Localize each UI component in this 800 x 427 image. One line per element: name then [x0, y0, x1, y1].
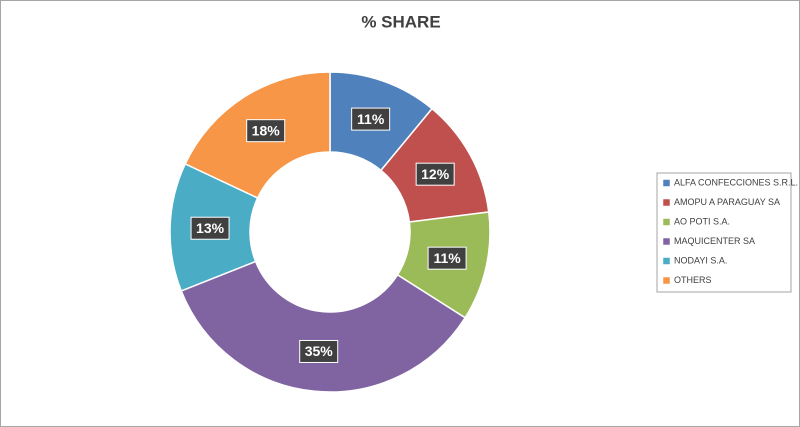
legend-label: AO POTI S.A. [674, 216, 730, 226]
data-label-box [427, 246, 467, 270]
data-label-box [190, 216, 230, 240]
legend-swatch [662, 179, 671, 187]
data-label-box [351, 107, 391, 131]
legend-label: MAQUICENTER SA [674, 236, 755, 246]
legend-swatch [662, 218, 671, 226]
legend-label: NODAYI S.A. [674, 255, 727, 265]
data-label: 18% [252, 122, 281, 138]
data-label: 13% [196, 220, 225, 236]
chart-title: % SHARE [361, 12, 440, 31]
data-label: 11% [433, 250, 461, 266]
data-label: 12% [421, 166, 450, 182]
data-label-box [246, 119, 286, 143]
data-label-box [415, 162, 455, 186]
data-label: 35% [305, 343, 334, 359]
legend-swatch [662, 198, 671, 207]
data-label: 11% [357, 111, 385, 127]
legend-label: ALFA CONFECCIONES S.R.L. [674, 177, 798, 187]
data-label-box [299, 339, 339, 363]
legend-label: OTHERS [674, 275, 712, 285]
legend-box [656, 172, 792, 293]
donut-slice [180, 260, 467, 393]
legend-swatch [662, 276, 671, 285]
legend-swatch [662, 237, 671, 246]
legend-swatch [662, 257, 671, 265]
legend-label: AMOPU A PARAGUAY SA [674, 197, 780, 207]
